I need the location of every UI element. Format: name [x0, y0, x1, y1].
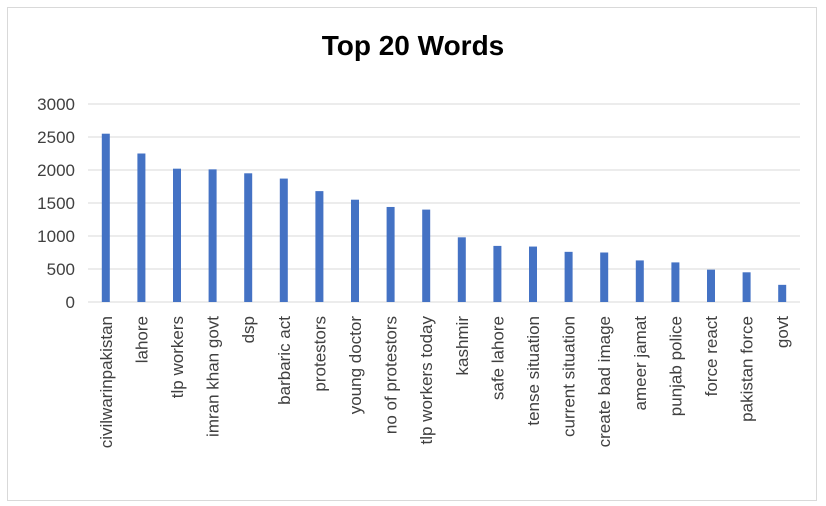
x-tick-label: no of protestors	[382, 316, 401, 434]
bar	[493, 245, 502, 302]
x-tick-label: govt	[773, 316, 792, 348]
x-tick-label: create bad image	[595, 316, 614, 447]
bar	[600, 252, 609, 302]
bar	[173, 168, 181, 302]
bar	[457, 237, 466, 302]
y-tick-label: 1500	[37, 194, 75, 213]
x-tick-label: pakistan force	[738, 316, 757, 422]
y-tick-label: 2000	[37, 161, 75, 180]
x-tick-label: tlp workers today	[417, 316, 436, 445]
y-tick-label: 1000	[37, 227, 75, 246]
y-tick-label: 0	[66, 293, 75, 312]
x-tick-label: lahore	[132, 316, 151, 363]
bar	[742, 272, 751, 302]
bar	[101, 133, 110, 302]
x-tick-label: imran khan govt	[204, 316, 223, 437]
y-tick-label: 500	[47, 260, 75, 279]
y-tick-label: 3000	[37, 95, 75, 114]
x-tick-label: barbaric act	[275, 316, 294, 405]
x-tick-label: tense situation	[524, 316, 543, 426]
bar	[315, 191, 324, 302]
bar	[778, 284, 787, 302]
x-tick-label: current situation	[560, 316, 579, 437]
bar	[635, 260, 644, 302]
x-tick-label: safe lahore	[488, 316, 507, 400]
chart-title: Top 20 Words	[321, 30, 505, 61]
bar	[564, 251, 573, 302]
x-tick-label: young doctor	[346, 316, 365, 415]
bar	[422, 209, 431, 302]
x-tick-label: protestors	[310, 316, 329, 392]
bar	[279, 178, 288, 302]
bar	[351, 199, 359, 302]
bar	[137, 153, 146, 302]
x-tick-label: dsp	[239, 316, 258, 343]
bar	[244, 173, 253, 302]
bar	[386, 206, 395, 302]
y-tick-label: 2500	[37, 128, 75, 147]
bar	[707, 269, 715, 302]
x-tick-label: kashmir	[453, 316, 472, 376]
x-tick-label: force react	[702, 316, 721, 397]
bar	[671, 262, 680, 302]
x-tick-label: civilwarinpakistan	[97, 316, 116, 448]
bar	[208, 169, 217, 302]
bar	[529, 246, 537, 302]
x-tick-label: tlp workers	[168, 316, 187, 398]
x-tick-label: punjab police	[666, 316, 685, 416]
x-tick-label: ameer jamat	[631, 316, 650, 411]
